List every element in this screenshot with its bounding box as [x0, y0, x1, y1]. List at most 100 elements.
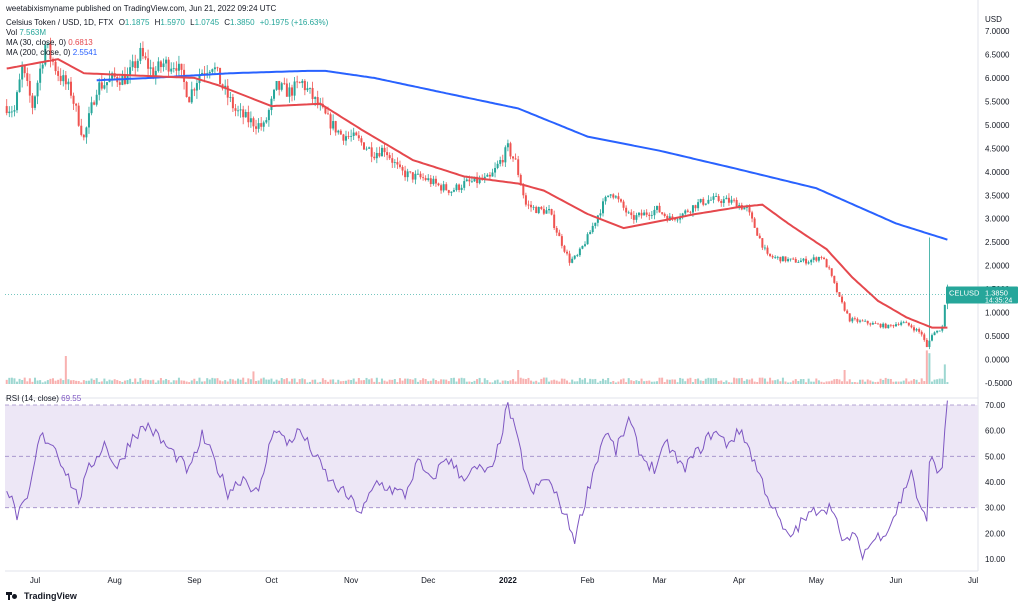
candle-body	[825, 259, 828, 268]
candle	[296, 75, 299, 89]
candle-body	[64, 75, 67, 85]
candle-body	[807, 262, 810, 264]
volume-bar	[442, 379, 445, 384]
volume-bar	[219, 380, 222, 384]
volume-bar	[830, 380, 833, 384]
candle	[514, 153, 517, 160]
volume-bar	[838, 379, 841, 384]
candle	[350, 129, 353, 142]
candle-body	[859, 320, 862, 322]
candle	[671, 213, 674, 221]
candle-body	[411, 172, 414, 180]
volume-bar	[625, 382, 628, 384]
candle	[869, 322, 872, 327]
tradingview-logo[interactable]: TradingView	[6, 591, 77, 601]
candle-body	[427, 178, 430, 180]
candle-body	[213, 67, 216, 70]
candle-body	[743, 207, 746, 210]
candle	[820, 255, 823, 260]
volume-bar	[141, 380, 144, 384]
candle-body	[460, 187, 463, 190]
ohlc-low: 1.0745	[194, 18, 220, 27]
volume-bar	[612, 380, 615, 384]
volume-bar	[648, 380, 651, 384]
candle	[630, 209, 633, 220]
ma30-line[interactable]	[6, 58, 948, 329]
candle-body	[44, 44, 47, 65]
ma200-line[interactable]	[96, 69, 948, 241]
candle	[288, 82, 291, 103]
volume-bar	[303, 379, 306, 384]
candle-body	[414, 173, 417, 180]
volume-bar	[668, 379, 671, 384]
vol-label: Vol	[6, 28, 18, 37]
candle	[566, 249, 569, 256]
volume-bar	[578, 377, 581, 384]
candle-body	[900, 322, 903, 325]
candle-body	[874, 323, 877, 324]
volume-bar	[709, 378, 712, 384]
candle-body	[697, 202, 700, 209]
candle-body	[643, 212, 646, 216]
candle-body	[445, 184, 448, 191]
candle-body	[296, 81, 299, 83]
candle	[702, 197, 705, 207]
candle-body	[514, 158, 517, 160]
volume-bar	[491, 382, 494, 384]
ma200-legend[interactable]: MA (200, close, 0) 2.5541	[6, 48, 97, 58]
volume-bar	[447, 381, 450, 384]
volume-bar	[771, 380, 774, 384]
volume-bar	[799, 379, 802, 384]
vol-legend[interactable]: Vol 7.563M	[6, 28, 46, 38]
rsi-line[interactable]	[6, 400, 948, 561]
ma30-legend[interactable]: MA (30, close, 0) 0.6813	[6, 38, 93, 48]
candle	[859, 319, 862, 324]
ohlc-close-label: C	[224, 18, 231, 27]
candle-body	[49, 43, 52, 59]
rsi-axis[interactable]: 70.00 60.00 50.00 40.00 30.00 20.00 10.00	[985, 401, 1006, 564]
rsi-legend[interactable]: RSI (14, close) 69.55	[6, 394, 81, 404]
candle	[458, 183, 461, 193]
candle-body	[362, 142, 365, 150]
volume-bar	[733, 377, 736, 384]
candle	[422, 173, 425, 181]
candle	[846, 309, 849, 314]
candle-body	[815, 257, 818, 261]
candle-body	[103, 85, 106, 89]
volume-bar	[645, 380, 648, 384]
candle	[787, 257, 790, 263]
candle-series[interactable]	[5, 37, 949, 350]
price-axis[interactable]: 7.0000 6.5000 6.0000 5.5000 5.0000 4.5000 4.00…	[985, 15, 1013, 388]
price-tick-label: 6.5000	[985, 50, 1010, 59]
candle-body	[869, 323, 872, 325]
price-tick-label: 5.5000	[985, 97, 1010, 106]
volume-bar	[206, 378, 209, 384]
volume-bar	[527, 377, 530, 384]
candle-body	[653, 209, 656, 216]
candle	[72, 92, 75, 110]
candle-body	[573, 255, 576, 259]
candle	[249, 111, 252, 128]
volume-bar	[72, 380, 75, 384]
candle-body	[62, 75, 65, 82]
candle	[596, 214, 599, 227]
candle-body	[545, 210, 548, 214]
candle-body	[938, 330, 941, 332]
volume-bar	[90, 378, 93, 384]
candle	[871, 321, 874, 325]
candle-body	[712, 196, 715, 200]
candle-body	[792, 258, 795, 260]
candle-body	[468, 179, 471, 182]
volume-bar	[478, 377, 481, 384]
volume-bar	[748, 379, 751, 384]
volume-bar	[347, 379, 350, 384]
candle	[622, 199, 625, 211]
time-axis[interactable]: Jul Aug Sep Oct Nov Dec 2022 Feb Mar Apr May Jun Jul	[30, 576, 979, 585]
candle-body	[141, 47, 144, 57]
volume-bar	[509, 380, 512, 384]
candle	[774, 255, 777, 259]
candle-body	[681, 213, 684, 218]
candle-body	[87, 113, 90, 128]
